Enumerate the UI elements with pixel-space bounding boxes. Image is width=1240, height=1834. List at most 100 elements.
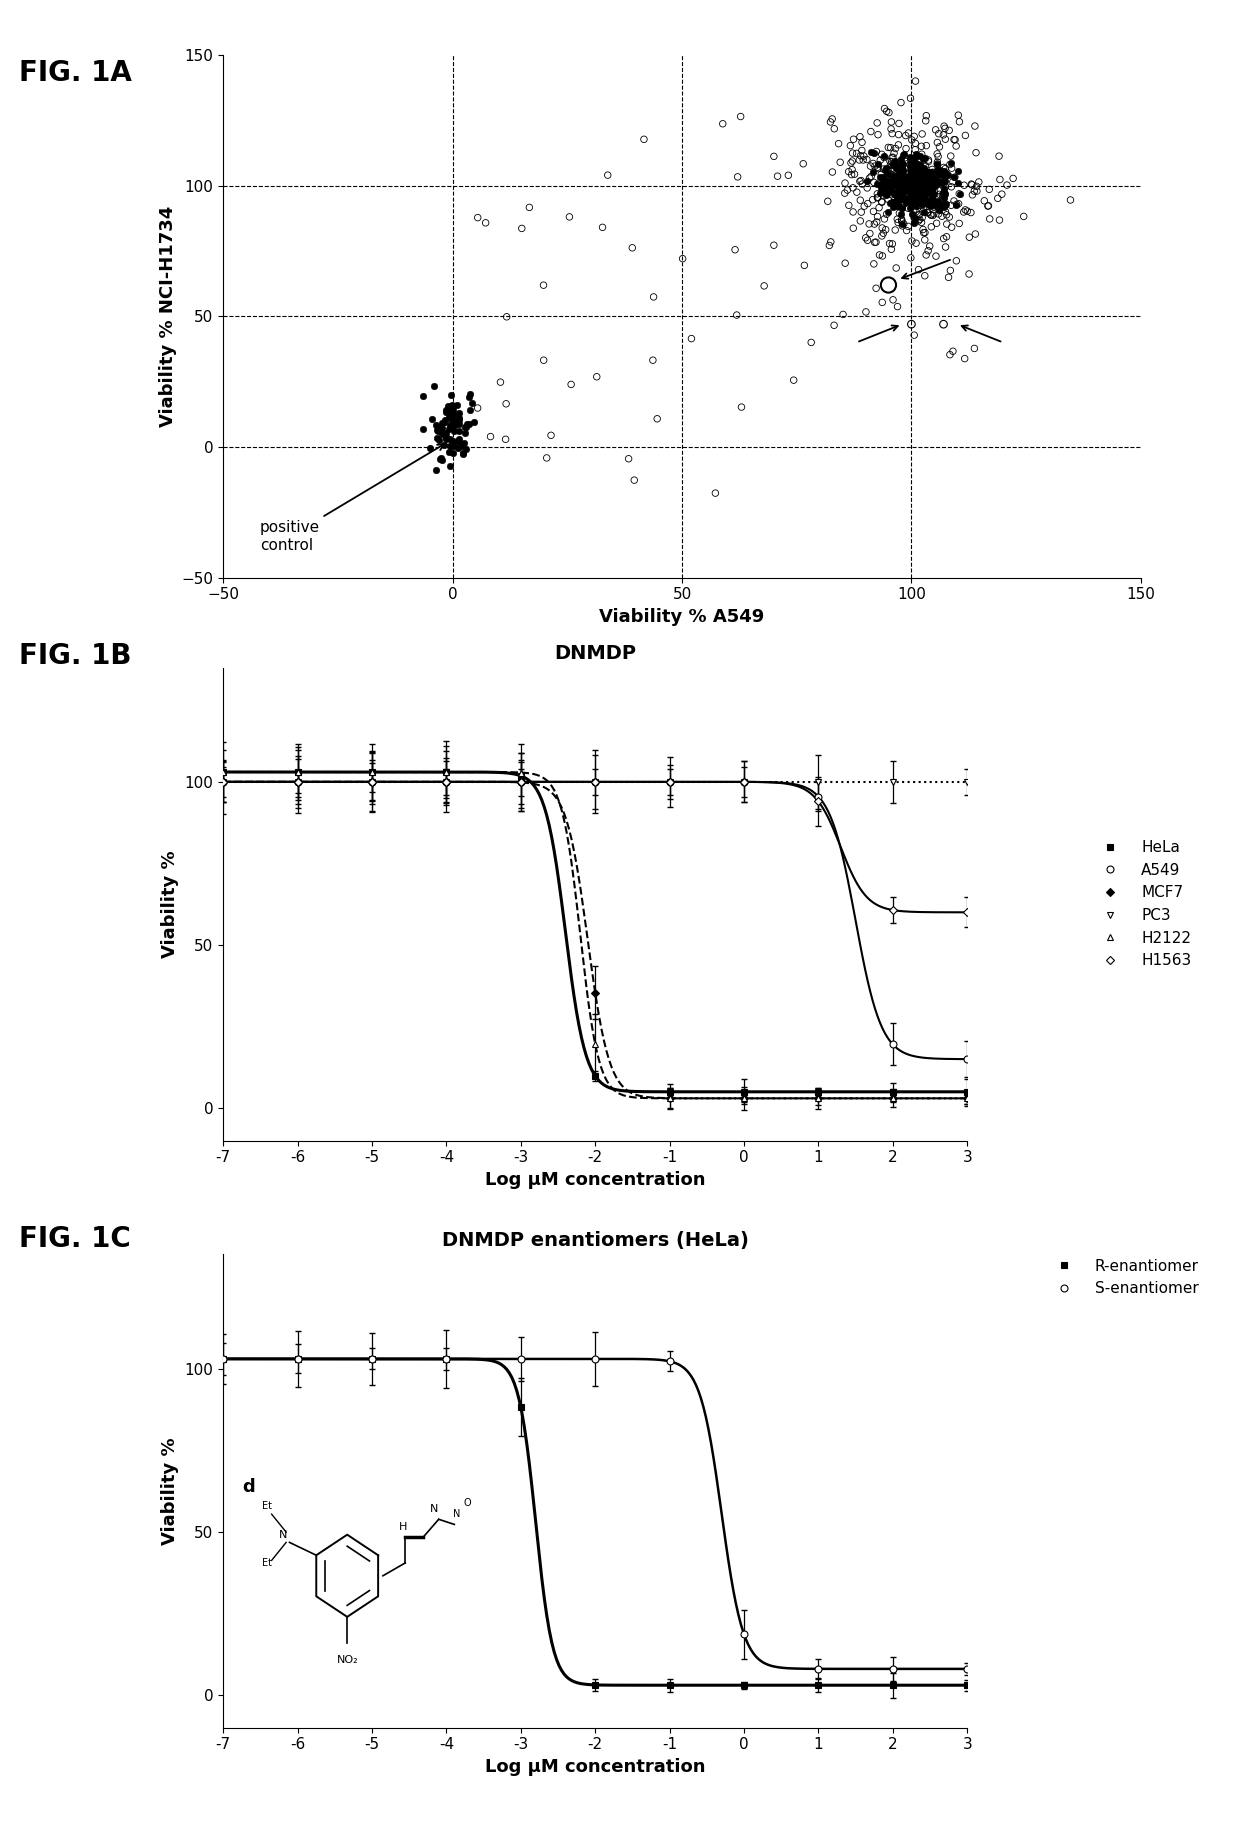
Point [878, 196, 898, 226]
Line: S-enantiomer: S-enantiomer [219, 1355, 971, 1673]
Point [889, 108, 909, 138]
Point [874, 167, 894, 196]
HeLa [885, 1080, 900, 1102]
Point [858, 226, 878, 255]
Point [459, 383, 479, 413]
Point [624, 466, 644, 495]
Point [883, 167, 903, 196]
Point [444, 416, 464, 446]
Point [895, 147, 915, 176]
Point [884, 165, 904, 194]
Text: NO₂: NO₂ [336, 1656, 358, 1665]
Point [481, 422, 501, 451]
Point [420, 433, 440, 462]
Point [990, 141, 1009, 171]
Point [882, 143, 901, 172]
Point [892, 167, 911, 196]
Point [448, 425, 467, 455]
Point [892, 158, 911, 187]
Point [898, 161, 918, 191]
Point [934, 156, 954, 185]
Point [884, 180, 904, 209]
PC3 [216, 770, 231, 792]
Point [882, 187, 901, 216]
Point [940, 150, 960, 180]
Point [946, 191, 966, 220]
Point [894, 172, 914, 202]
Point [905, 174, 925, 204]
Point [944, 125, 963, 154]
Point [893, 176, 913, 205]
Point [997, 171, 1017, 200]
PC3 [885, 770, 900, 792]
Point [992, 180, 1012, 209]
S-enantiomer [662, 1350, 677, 1372]
Point [930, 132, 950, 161]
Point [915, 143, 935, 172]
Point [900, 194, 920, 224]
Point [911, 174, 931, 204]
Point [892, 165, 911, 194]
H1563 [588, 770, 603, 792]
Point [440, 424, 460, 453]
Point [822, 158, 842, 187]
Point [926, 116, 946, 145]
Point [905, 154, 925, 183]
Point [730, 103, 750, 132]
H2122 [365, 761, 379, 783]
Point [900, 183, 920, 213]
Point [990, 165, 1009, 194]
Point [918, 165, 937, 194]
Point [844, 160, 864, 189]
H2122 [290, 761, 305, 783]
Point [935, 167, 955, 196]
Point [879, 229, 899, 259]
Point [905, 158, 925, 187]
Point [877, 180, 897, 209]
Point [847, 139, 867, 169]
Point [926, 193, 946, 222]
Point [587, 361, 606, 391]
Point [928, 147, 947, 176]
Point [905, 189, 925, 218]
Point [779, 161, 799, 191]
Point [914, 193, 934, 222]
Text: FIG. 1B: FIG. 1B [19, 642, 131, 669]
HeLa [216, 761, 231, 783]
Point [882, 150, 901, 180]
Point [843, 198, 863, 227]
Point [946, 246, 966, 275]
Point [935, 180, 955, 209]
Point [904, 158, 924, 187]
Point [888, 191, 908, 220]
Point [872, 187, 892, 216]
Point [934, 172, 954, 202]
Point [921, 167, 941, 196]
Point [895, 121, 915, 150]
Point [919, 158, 939, 187]
Point [842, 156, 862, 185]
Point [900, 187, 920, 216]
Point [889, 163, 909, 193]
Point [878, 270, 898, 299]
Point [905, 204, 925, 233]
Point [866, 152, 885, 182]
Point [836, 249, 856, 279]
Point [837, 176, 857, 205]
A549 [811, 785, 826, 807]
Point [894, 139, 914, 169]
Point [443, 407, 463, 436]
Point [841, 130, 861, 160]
Point [923, 200, 942, 229]
Point [890, 183, 910, 213]
Point [921, 200, 941, 229]
Point [432, 409, 451, 438]
Point [877, 180, 897, 209]
Line: R-enantiomer: R-enantiomer [219, 1355, 971, 1689]
Point [434, 431, 454, 460]
A549 [960, 1047, 975, 1069]
Point [949, 189, 968, 218]
Point [435, 418, 455, 447]
Point [921, 158, 941, 187]
Point [934, 112, 954, 141]
